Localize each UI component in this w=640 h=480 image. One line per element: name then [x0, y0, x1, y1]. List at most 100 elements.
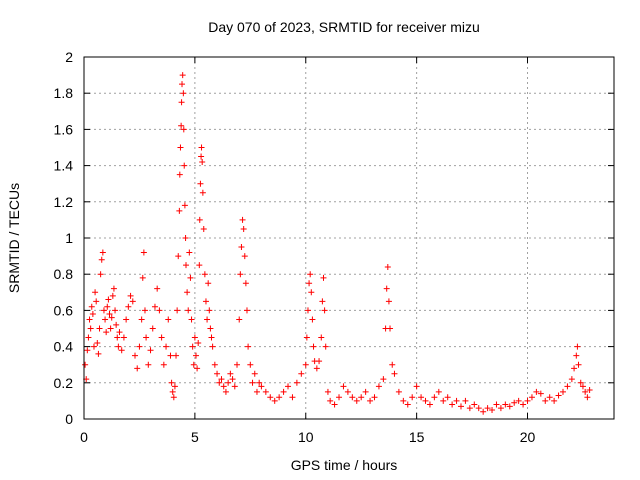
data-point — [586, 387, 593, 394]
data-point — [383, 285, 390, 292]
data-point — [87, 325, 94, 332]
data-point — [571, 365, 578, 372]
data-point — [409, 394, 416, 401]
data-point — [191, 334, 198, 341]
data-point — [466, 405, 473, 412]
x-axis-label: GPS time / hours — [291, 457, 398, 473]
data-point — [308, 289, 315, 296]
data-point — [271, 397, 278, 404]
data-point — [108, 314, 115, 321]
data-point — [177, 144, 184, 151]
data-point — [103, 329, 110, 336]
data-point — [189, 343, 196, 350]
data-point — [231, 383, 238, 390]
data-point — [418, 394, 425, 401]
data-point — [475, 405, 482, 412]
x-axis-tick-labels: 0 5 10 15 20 — [80, 429, 535, 445]
data-point — [99, 249, 106, 256]
axis-ticks — [83, 56, 614, 420]
data-point — [147, 347, 154, 354]
data-point — [471, 401, 478, 408]
data-point — [243, 307, 250, 314]
data-point — [316, 358, 323, 365]
grid-lines — [84, 57, 614, 419]
data-point — [202, 298, 209, 305]
data-point — [285, 383, 292, 390]
y-tick-label: 2 — [65, 49, 73, 65]
data-point — [165, 316, 172, 323]
chart-title: Day 070 of 2023, SRMTID for receiver miz… — [208, 19, 480, 35]
data-point — [309, 316, 316, 323]
y-tick-label: 0 — [65, 411, 73, 427]
data-point — [181, 162, 188, 169]
data-point — [188, 316, 195, 323]
data-point — [89, 311, 96, 318]
data-point — [204, 316, 211, 323]
data-point — [140, 249, 147, 256]
x-tick-label: 0 — [80, 429, 88, 445]
data-point — [90, 343, 97, 350]
data-point — [198, 153, 205, 160]
data-point — [214, 370, 221, 377]
data-point — [109, 292, 116, 299]
data-point — [96, 325, 103, 332]
data-point — [98, 256, 105, 263]
data-point — [387, 325, 394, 332]
data-point — [380, 376, 387, 383]
data-point — [132, 352, 139, 359]
data-point — [431, 394, 438, 401]
data-point — [112, 307, 119, 314]
data-point — [340, 383, 347, 390]
data-point — [574, 343, 581, 350]
data-point — [106, 311, 113, 318]
data-point — [422, 397, 429, 404]
data-point — [222, 388, 229, 395]
data-point — [267, 394, 274, 401]
data-point — [449, 401, 456, 408]
y-tick-label: 1.2 — [54, 194, 74, 210]
data-point — [123, 316, 130, 323]
data-point — [199, 158, 206, 165]
data-point — [216, 379, 223, 386]
data-point — [198, 144, 205, 151]
data-point — [321, 307, 328, 314]
data-point — [389, 361, 396, 368]
data-point — [138, 316, 145, 323]
data-point — [506, 403, 513, 410]
data-point — [384, 263, 391, 270]
data-point — [240, 225, 247, 232]
data-point — [404, 401, 411, 408]
data-point — [242, 280, 249, 287]
data-point — [178, 122, 185, 129]
data-point — [304, 307, 311, 314]
data-point — [209, 343, 216, 350]
data-point — [120, 334, 127, 341]
x-tick-label: 20 — [520, 429, 536, 445]
data-point — [336, 394, 343, 401]
y-tick-label: 1.6 — [54, 121, 74, 137]
y-tick-label: 0.6 — [54, 302, 74, 318]
data-point — [168, 379, 175, 386]
data-point — [515, 397, 522, 404]
data-point — [179, 72, 186, 79]
data-point — [180, 126, 187, 133]
y-axis-label: SRMTID / TECUs — [6, 183, 22, 293]
data-point — [100, 307, 107, 314]
data-point — [201, 271, 208, 278]
data-point — [136, 343, 143, 350]
data-point — [582, 388, 589, 395]
data-point — [175, 253, 182, 260]
data-point — [207, 325, 214, 332]
data-point — [160, 361, 167, 368]
data-point — [331, 401, 338, 408]
data-point — [307, 271, 314, 278]
data-point — [186, 249, 193, 256]
data-point — [163, 343, 170, 350]
data-point — [542, 397, 549, 404]
data-point — [276, 394, 283, 401]
data-point — [82, 361, 89, 368]
y-tick-label: 0.2 — [54, 375, 74, 391]
data-point — [322, 343, 329, 350]
data-point — [84, 347, 91, 354]
data-point — [151, 303, 158, 310]
